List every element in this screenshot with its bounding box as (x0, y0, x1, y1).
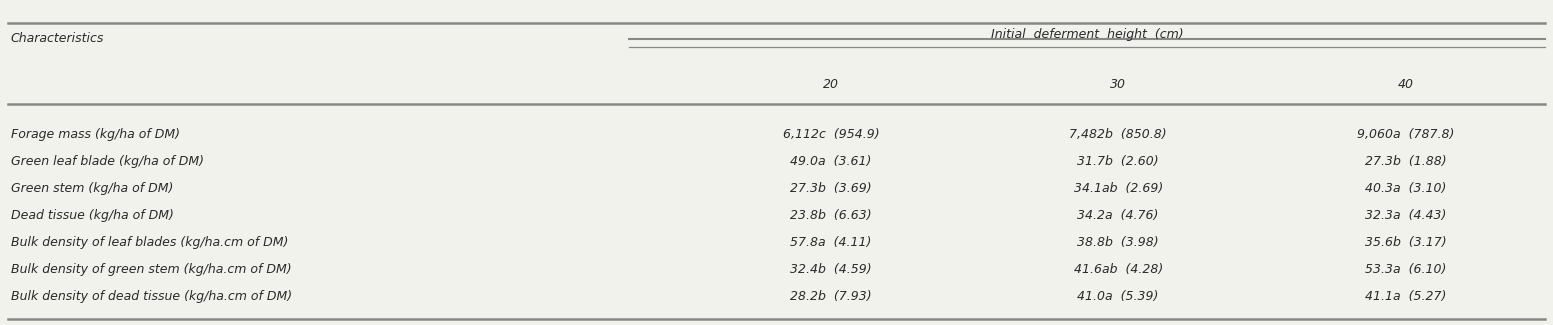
Text: 31.7b  (2.60): 31.7b (2.60) (1078, 155, 1159, 168)
Text: 23.8b  (6.63): 23.8b (6.63) (790, 209, 871, 222)
Text: Bulk density of leaf blades (kg/ha.cm of DM): Bulk density of leaf blades (kg/ha.cm of… (11, 236, 289, 249)
Text: 49.0a  (3.61): 49.0a (3.61) (790, 155, 871, 168)
Text: 53.3a  (6.10): 53.3a (6.10) (1365, 263, 1446, 276)
Text: 20: 20 (823, 78, 839, 91)
Text: 6,112c  (954.9): 6,112c (954.9) (783, 128, 879, 141)
Text: 38.8b  (3.98): 38.8b (3.98) (1078, 236, 1159, 249)
Text: 40.3a  (3.10): 40.3a (3.10) (1365, 182, 1446, 195)
Text: 9,060a  (787.8): 9,060a (787.8) (1357, 128, 1454, 141)
Text: 41.1a  (5.27): 41.1a (5.27) (1365, 290, 1446, 303)
Text: 40: 40 (1398, 78, 1413, 91)
Text: 27.3b  (1.88): 27.3b (1.88) (1365, 155, 1446, 168)
Text: 41.6ab  (4.28): 41.6ab (4.28) (1073, 263, 1163, 276)
Text: 7,482b  (850.8): 7,482b (850.8) (1070, 128, 1166, 141)
Text: Green stem (kg/ha of DM): Green stem (kg/ha of DM) (11, 182, 174, 195)
Text: Bulk density of dead tissue (kg/ha.cm of DM): Bulk density of dead tissue (kg/ha.cm of… (11, 290, 292, 303)
Text: 41.0a  (5.39): 41.0a (5.39) (1078, 290, 1159, 303)
Text: Initial  deferment  height  (cm): Initial deferment height (cm) (991, 28, 1183, 41)
Text: 34.2a  (4.76): 34.2a (4.76) (1078, 209, 1159, 222)
Text: Characteristics: Characteristics (11, 32, 104, 46)
Text: 30: 30 (1110, 78, 1126, 91)
Text: 35.6b  (3.17): 35.6b (3.17) (1365, 236, 1446, 249)
Text: Bulk density of green stem (kg/ha.cm of DM): Bulk density of green stem (kg/ha.cm of … (11, 263, 292, 276)
Text: 32.4b  (4.59): 32.4b (4.59) (790, 263, 871, 276)
Text: 28.2b  (7.93): 28.2b (7.93) (790, 290, 871, 303)
Text: 32.3a  (4.43): 32.3a (4.43) (1365, 209, 1446, 222)
Text: 34.1ab  (2.69): 34.1ab (2.69) (1073, 182, 1163, 195)
Text: 57.8a  (4.11): 57.8a (4.11) (790, 236, 871, 249)
Text: Forage mass (kg/ha of DM): Forage mass (kg/ha of DM) (11, 128, 180, 141)
Text: Dead tissue (kg/ha of DM): Dead tissue (kg/ha of DM) (11, 209, 174, 222)
Text: Green leaf blade (kg/ha of DM): Green leaf blade (kg/ha of DM) (11, 155, 203, 168)
Text: 27.3b  (3.69): 27.3b (3.69) (790, 182, 871, 195)
